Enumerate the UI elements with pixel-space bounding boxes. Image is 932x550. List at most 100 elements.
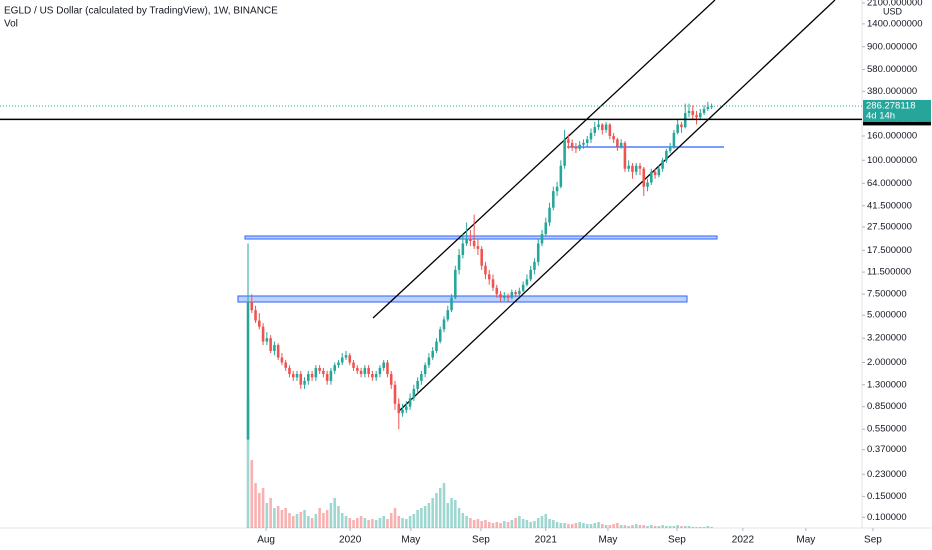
candle-body bbox=[582, 142, 585, 145]
volume-bar bbox=[393, 508, 397, 528]
volume-bar bbox=[619, 525, 623, 528]
candle-body bbox=[288, 367, 291, 375]
volume-bar bbox=[367, 520, 370, 528]
x-tick-label: Sep bbox=[668, 535, 686, 546]
volume-bar bbox=[442, 483, 446, 528]
volume-bar bbox=[435, 493, 438, 528]
countdown-label: 4d 14h bbox=[866, 110, 895, 121]
x-tick-label: May bbox=[796, 535, 815, 546]
volume-bar bbox=[280, 510, 284, 528]
volume-bar bbox=[325, 510, 329, 528]
candle-body bbox=[461, 243, 465, 256]
y-tick-label: 1400.000000 bbox=[867, 18, 922, 29]
candle-body bbox=[601, 124, 604, 130]
volume-bar bbox=[307, 516, 310, 528]
candle-body bbox=[408, 398, 412, 407]
candle-body bbox=[687, 110, 691, 113]
candle-body bbox=[314, 367, 318, 378]
volume-bar bbox=[680, 526, 683, 528]
volume-bar bbox=[499, 523, 502, 528]
y-tick-label: 5.000000 bbox=[867, 310, 907, 321]
volume-bar bbox=[676, 525, 679, 528]
volume-bar bbox=[465, 516, 468, 528]
volume-bar bbox=[653, 526, 657, 528]
candle-body bbox=[480, 248, 483, 266]
y-tick-label: 0.370000 bbox=[867, 444, 907, 455]
candle-body bbox=[533, 261, 536, 270]
volume-bar bbox=[631, 525, 634, 528]
volume-bar bbox=[457, 508, 461, 528]
candle-body bbox=[567, 139, 570, 143]
volume-bar bbox=[284, 508, 287, 528]
candle-body bbox=[416, 380, 419, 389]
candle-body bbox=[646, 182, 649, 187]
volume-bar bbox=[710, 527, 713, 528]
candle-body bbox=[612, 136, 615, 140]
volume-bar bbox=[454, 500, 457, 528]
volume-bar bbox=[378, 518, 382, 528]
volume-bar bbox=[593, 523, 597, 528]
volume-bar bbox=[559, 523, 563, 528]
candle-body bbox=[454, 269, 457, 298]
volume-bars bbox=[246, 398, 713, 528]
candle-body bbox=[604, 124, 608, 130]
volume-bar bbox=[310, 518, 314, 528]
volume-bar bbox=[665, 526, 668, 528]
candle-body bbox=[273, 345, 276, 351]
volume-bar bbox=[397, 516, 401, 528]
volume-bar bbox=[638, 525, 642, 528]
y-tick-label: 0.850000 bbox=[867, 401, 907, 412]
candle-body bbox=[363, 367, 367, 375]
y-tick-label: 100.000000 bbox=[867, 155, 917, 166]
candle-body bbox=[680, 124, 683, 128]
volume-bar bbox=[405, 519, 408, 528]
candle-body bbox=[529, 269, 532, 280]
candle-body bbox=[552, 191, 555, 208]
volume-bar bbox=[657, 526, 661, 528]
volume-bar bbox=[608, 525, 612, 528]
candle-body bbox=[397, 403, 401, 414]
volume-bar bbox=[416, 510, 419, 528]
volume-bar bbox=[269, 498, 272, 528]
volume-bar bbox=[288, 513, 291, 528]
volume-bar bbox=[261, 488, 265, 528]
volume-bar bbox=[495, 522, 499, 528]
candle-body bbox=[389, 374, 393, 385]
volume-bar bbox=[533, 521, 536, 528]
volume-bar bbox=[672, 526, 676, 528]
candle-body bbox=[295, 374, 299, 378]
volume-bar bbox=[352, 520, 355, 528]
candle-body bbox=[642, 168, 646, 187]
candle-body bbox=[676, 124, 679, 133]
candle-body bbox=[476, 246, 480, 249]
volume-bar bbox=[420, 508, 423, 528]
volume-bar bbox=[469, 518, 472, 528]
candle-body bbox=[593, 127, 597, 133]
volume-bar bbox=[695, 527, 698, 528]
x-tick-label: Aug bbox=[257, 535, 275, 546]
candle-body bbox=[559, 165, 563, 187]
y-tick-label: 64.000000 bbox=[867, 178, 912, 189]
candle-body bbox=[318, 367, 321, 371]
volume-bar bbox=[254, 483, 257, 528]
candle-body bbox=[608, 124, 612, 137]
volume-bar bbox=[650, 525, 653, 528]
volume-bar bbox=[525, 520, 529, 528]
x-tick-label: Sep bbox=[472, 535, 490, 546]
candle-body bbox=[555, 186, 559, 192]
y-tick-label: 27.500000 bbox=[867, 222, 912, 233]
candle-body bbox=[378, 367, 382, 375]
volume-bar bbox=[389, 513, 393, 528]
volume-bar bbox=[567, 524, 570, 528]
candle-body bbox=[340, 357, 344, 363]
volume-bar bbox=[604, 525, 608, 528]
candle-body bbox=[631, 165, 634, 172]
volume-bar bbox=[634, 524, 638, 528]
volume-bar bbox=[299, 512, 303, 528]
volume-bar bbox=[563, 523, 566, 528]
volume-bar bbox=[691, 527, 695, 528]
channel-line bbox=[397, 0, 836, 413]
candle-body bbox=[431, 350, 434, 358]
y-tick-label: 7.500000 bbox=[867, 289, 907, 300]
